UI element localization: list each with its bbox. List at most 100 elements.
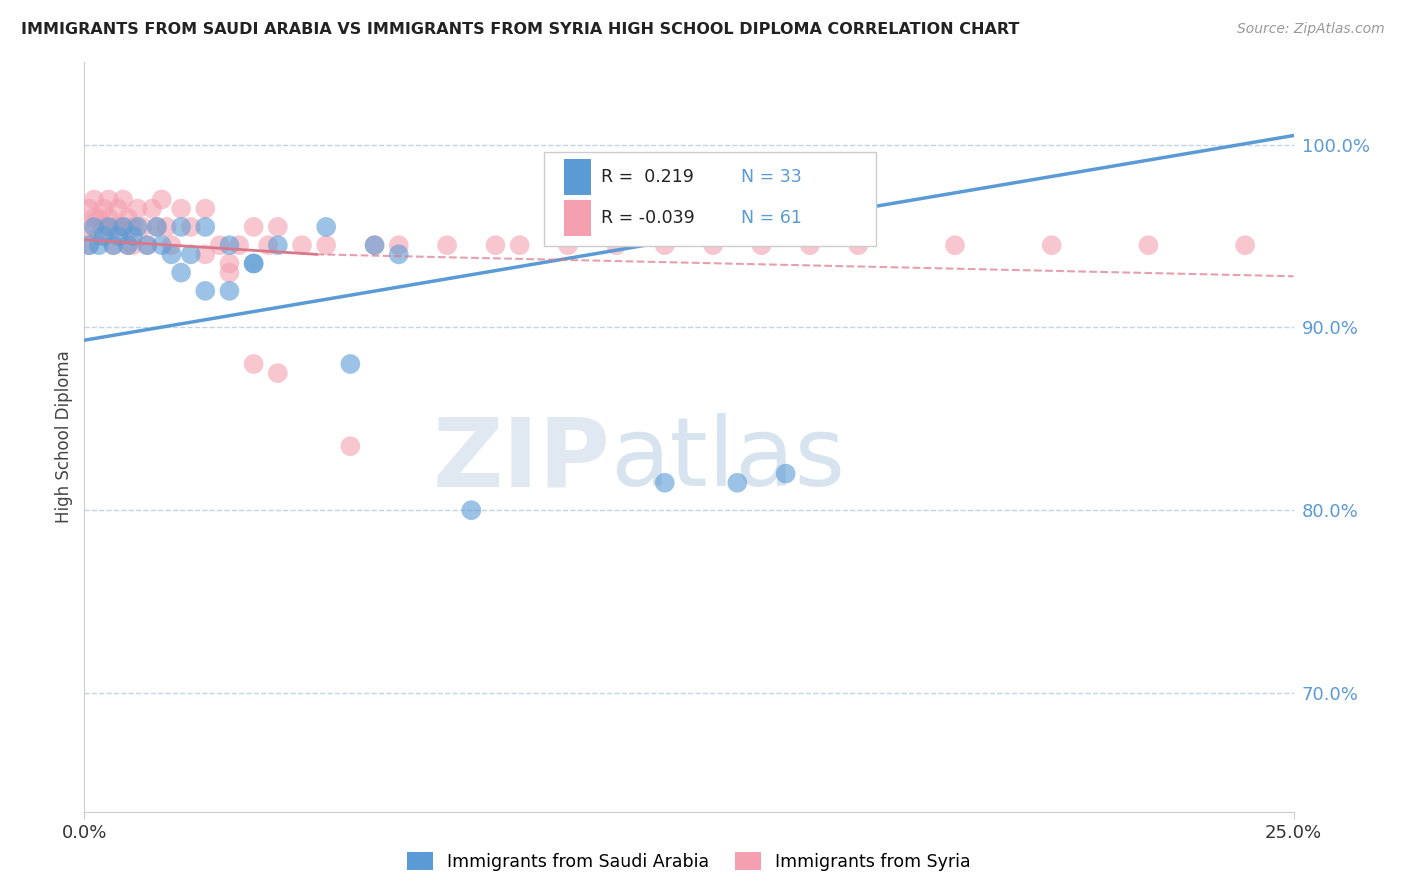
Point	[97, 211, 120, 225]
Point	[150, 193, 173, 207]
Point	[194, 219, 217, 234]
Point	[77, 238, 100, 252]
Point	[242, 256, 264, 270]
Point	[339, 439, 361, 453]
Point	[242, 219, 264, 234]
Text: atlas: atlas	[610, 413, 845, 506]
Point	[170, 202, 193, 216]
Point	[83, 193, 105, 207]
Point	[208, 238, 231, 252]
Text: IMMIGRANTS FROM SAUDI ARABIA VS IMMIGRANTS FROM SYRIA HIGH SCHOOL DIPLOMA CORREL: IMMIGRANTS FROM SAUDI ARABIA VS IMMIGRAN…	[21, 22, 1019, 37]
Point	[291, 238, 314, 252]
Point	[146, 219, 169, 234]
Point	[799, 238, 821, 252]
Point	[484, 238, 506, 252]
Point	[363, 238, 385, 252]
Point	[121, 229, 143, 244]
Point	[83, 219, 105, 234]
Point	[93, 219, 115, 234]
Point	[141, 202, 163, 216]
Point	[1040, 238, 1063, 252]
Point	[131, 219, 153, 234]
Point	[97, 193, 120, 207]
Point	[846, 238, 869, 252]
Point	[107, 219, 129, 234]
Point	[77, 202, 100, 216]
Legend: Immigrants from Saudi Arabia, Immigrants from Syria: Immigrants from Saudi Arabia, Immigrants…	[401, 846, 977, 878]
Point	[257, 238, 280, 252]
Text: ZIP: ZIP	[433, 413, 610, 506]
Point	[228, 238, 250, 252]
Point	[388, 247, 411, 261]
Point	[218, 238, 240, 252]
Point	[654, 475, 676, 490]
Point	[315, 219, 337, 234]
Point	[136, 238, 159, 252]
Point	[107, 202, 129, 216]
Point	[117, 238, 139, 252]
Point	[702, 238, 724, 252]
Point	[218, 266, 240, 280]
Point	[77, 238, 100, 252]
Point	[388, 238, 411, 252]
Point	[363, 238, 385, 252]
Point	[150, 238, 173, 252]
Point	[180, 219, 202, 234]
Point	[775, 467, 797, 481]
Point	[509, 238, 531, 252]
Point	[87, 211, 110, 225]
Bar	[564, 159, 591, 195]
Point	[117, 238, 139, 252]
Point	[267, 238, 290, 252]
Point	[557, 238, 579, 252]
Point	[87, 229, 110, 244]
Text: R =  0.219: R = 0.219	[600, 168, 693, 186]
Bar	[564, 200, 591, 235]
Point	[112, 193, 135, 207]
Point	[315, 238, 337, 252]
Point	[103, 238, 125, 252]
Point	[112, 219, 135, 234]
Point	[117, 211, 139, 225]
Point	[242, 357, 264, 371]
Point	[267, 219, 290, 234]
Point	[654, 238, 676, 252]
Point	[751, 238, 773, 252]
Point	[146, 219, 169, 234]
Point	[1137, 238, 1160, 252]
Point	[460, 503, 482, 517]
Point	[107, 229, 129, 244]
Point	[93, 229, 115, 244]
Point	[121, 219, 143, 234]
Point	[87, 238, 110, 252]
Point	[155, 219, 177, 234]
Point	[127, 202, 149, 216]
Point	[605, 238, 627, 252]
Point	[121, 238, 143, 252]
Point	[77, 219, 100, 234]
Text: Source: ZipAtlas.com: Source: ZipAtlas.com	[1237, 22, 1385, 37]
Point	[170, 219, 193, 234]
Point	[180, 247, 202, 261]
Point	[194, 247, 217, 261]
Point	[93, 202, 115, 216]
Point	[127, 219, 149, 234]
Point	[1234, 238, 1257, 252]
Point	[83, 211, 105, 225]
Point	[339, 357, 361, 371]
Point	[136, 238, 159, 252]
Text: N = 33: N = 33	[741, 168, 801, 186]
FancyBboxPatch shape	[544, 153, 876, 246]
Point	[170, 266, 193, 280]
Point	[436, 238, 458, 252]
Point	[267, 366, 290, 380]
Y-axis label: High School Diploma: High School Diploma	[55, 351, 73, 524]
Point	[242, 256, 264, 270]
Point	[943, 238, 966, 252]
Point	[218, 284, 240, 298]
Point	[160, 247, 183, 261]
Text: N = 61: N = 61	[741, 209, 801, 227]
Point	[194, 284, 217, 298]
Point	[97, 219, 120, 234]
Text: R = -0.039: R = -0.039	[600, 209, 695, 227]
